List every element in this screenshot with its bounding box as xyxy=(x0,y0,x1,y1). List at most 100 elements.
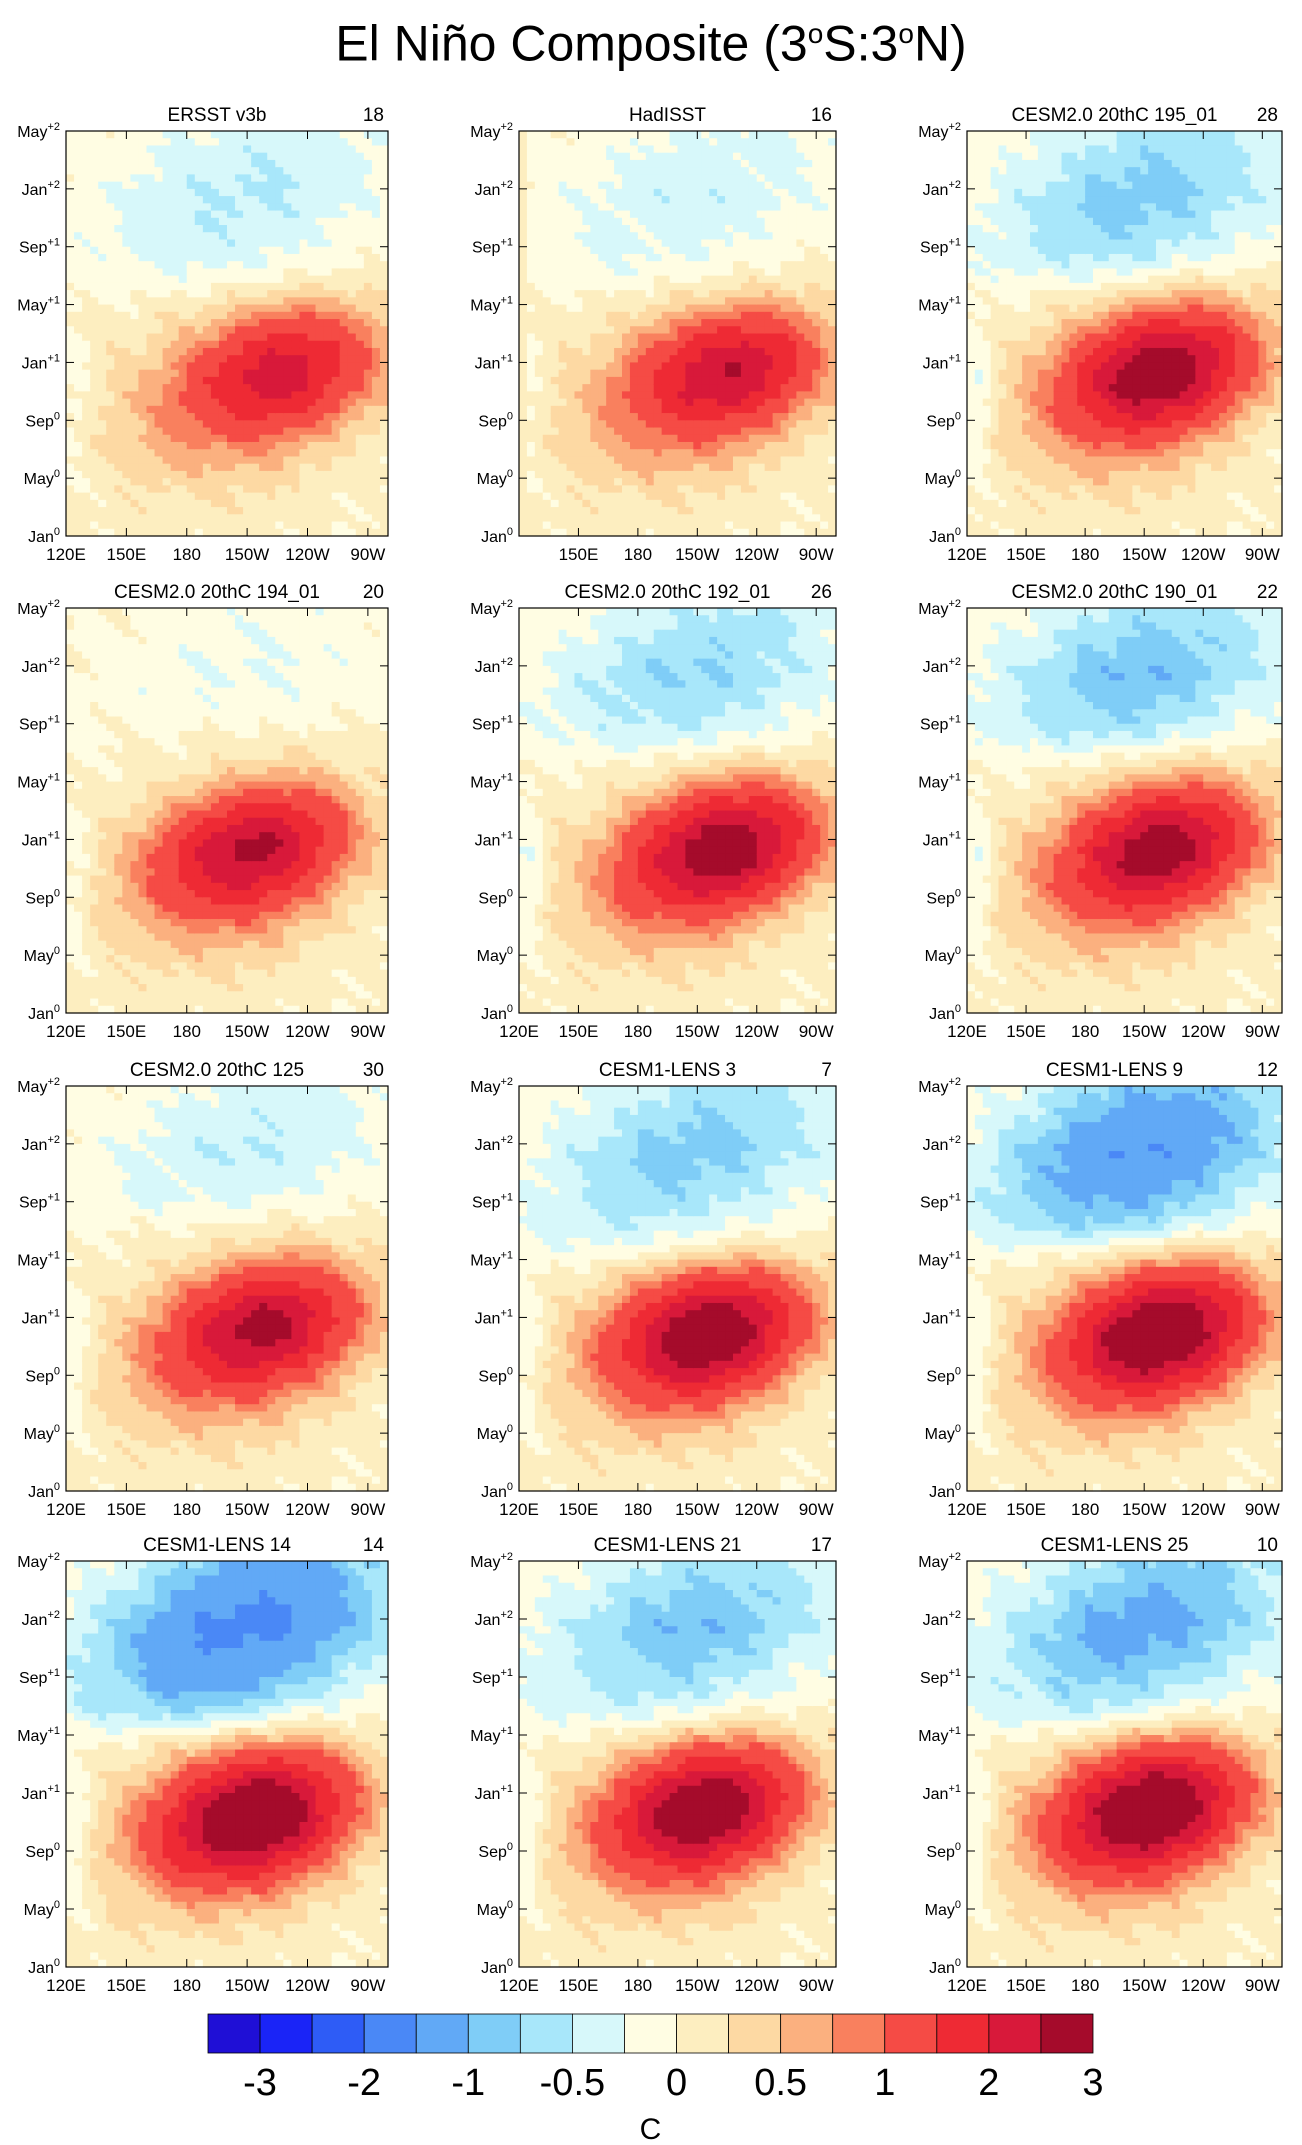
heatmap-cell xyxy=(379,210,389,219)
heatmap-cell xyxy=(637,239,647,248)
heatmap-cell xyxy=(519,203,528,212)
heatmap-cell xyxy=(526,420,536,429)
heatmap-cell xyxy=(210,347,220,356)
heatmap-cell xyxy=(709,210,718,219)
heatmap-cell xyxy=(267,492,276,501)
heatmap-cell xyxy=(202,210,212,219)
heatmap-cell xyxy=(259,492,268,501)
heatmap-cell xyxy=(550,246,560,255)
heatmap-cell xyxy=(574,463,584,472)
heatmap-cell xyxy=(106,167,115,175)
heatmap-cell xyxy=(550,485,560,494)
heatmap-cell xyxy=(526,413,536,421)
heatmap-cell xyxy=(307,326,317,335)
heatmap-cell xyxy=(283,297,292,306)
heatmap-cell xyxy=(299,203,309,212)
heatmap-cell xyxy=(347,326,357,335)
heatmap-cell xyxy=(194,470,204,479)
heatmap-cell xyxy=(622,478,631,486)
heatmap-cell xyxy=(323,225,333,233)
heatmap-cell xyxy=(756,369,766,378)
heatmap-cell xyxy=(82,355,91,364)
heatmap-cell xyxy=(251,420,260,429)
heatmap-cell xyxy=(519,391,528,400)
heatmap-cell xyxy=(804,246,813,255)
heatmap-cell xyxy=(709,217,718,226)
heatmap-cell xyxy=(275,311,284,320)
heatmap-cell xyxy=(267,261,276,270)
heatmap-cell xyxy=(251,521,260,530)
heatmap-cell xyxy=(122,347,131,356)
heatmap-cell xyxy=(748,434,758,443)
heatmap-cell xyxy=(534,145,544,154)
heatmap-cell xyxy=(130,138,140,147)
heatmap-cell xyxy=(130,297,140,306)
heatmap-cell xyxy=(740,261,750,270)
heatmap-cell xyxy=(685,152,694,161)
heatmap-cell xyxy=(154,282,164,291)
heatmap-cell xyxy=(542,203,552,212)
heatmap-cell xyxy=(550,203,560,212)
heatmap-cell xyxy=(748,427,758,436)
heatmap-cell xyxy=(74,174,83,183)
heatmap-cell xyxy=(717,333,726,342)
heatmap-cell xyxy=(622,232,631,241)
heatmap-cell xyxy=(764,340,774,349)
heatmap-cell xyxy=(990,188,1000,197)
heatmap-cell xyxy=(519,521,528,530)
heatmap-cell xyxy=(138,362,148,371)
heatmap-cell xyxy=(259,398,268,407)
heatmap-cell xyxy=(974,384,984,392)
heatmap-cell xyxy=(669,268,679,277)
heatmap-cell xyxy=(130,376,140,385)
heatmap-cell xyxy=(582,528,591,537)
heatmap-cell xyxy=(307,347,317,356)
heatmap-cell xyxy=(202,362,212,371)
heatmap-cell xyxy=(780,456,790,465)
heatmap-cell xyxy=(582,427,591,436)
heatmap-cell xyxy=(661,369,671,378)
heatmap-cell xyxy=(186,311,196,320)
heatmap-cell xyxy=(74,268,83,277)
heatmap-cell xyxy=(622,239,631,248)
heatmap-cell xyxy=(637,507,647,515)
heatmap-cell xyxy=(218,203,228,212)
heatmap-cell xyxy=(66,499,75,508)
heatmap-cell xyxy=(542,131,552,139)
heatmap-cell xyxy=(331,528,341,537)
heatmap-cell xyxy=(701,398,710,407)
heatmap-cell xyxy=(186,362,196,371)
heatmap-cell xyxy=(331,196,341,204)
heatmap-cell xyxy=(637,384,647,392)
heatmap-cell xyxy=(355,405,365,414)
heatmap-cell xyxy=(558,463,568,472)
heatmap-cell xyxy=(227,456,236,465)
heatmap-cell xyxy=(283,427,292,436)
heatmap-cell xyxy=(154,210,164,219)
heatmap-cell xyxy=(267,290,276,298)
heatmap-cell xyxy=(74,210,83,219)
heatmap-cell xyxy=(1022,145,1031,154)
heatmap-cell xyxy=(974,145,984,154)
heatmap-cell xyxy=(669,413,679,421)
heatmap-cell xyxy=(974,138,984,147)
heatmap-cell xyxy=(82,297,91,306)
heatmap-cell xyxy=(725,131,734,139)
heatmap-cell xyxy=(764,290,774,298)
heatmap-cell xyxy=(701,528,710,537)
heatmap-cell xyxy=(331,521,341,530)
heatmap-cell xyxy=(990,384,1000,392)
heatmap-cell xyxy=(307,167,317,175)
heatmap-cell xyxy=(653,225,663,233)
heatmap-cell xyxy=(331,203,341,212)
heatmap-cell xyxy=(717,507,726,515)
heatmap-cell xyxy=(717,145,726,154)
heatmap-cell xyxy=(748,398,758,407)
heatmap-cell xyxy=(574,391,584,400)
heatmap-cell xyxy=(170,405,180,414)
heatmap-cell xyxy=(315,398,325,407)
heatmap-cell xyxy=(526,253,536,262)
heatmap-cell xyxy=(275,355,284,364)
heatmap-cell xyxy=(598,376,607,385)
heatmap-cell xyxy=(243,463,252,472)
